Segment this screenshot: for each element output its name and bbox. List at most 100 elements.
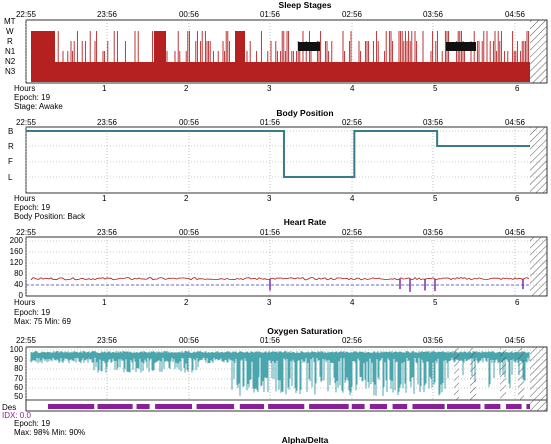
no-data-hatch: [530, 127, 547, 193]
position-hour-axis: Hours 1 2 3 4 5 6: [14, 194, 520, 203]
spo2-tick-50: 50: [14, 392, 23, 401]
des-segment: [196, 404, 235, 409]
heart-plot-frame: [25, 236, 548, 297]
hour-tick: 1: [102, 298, 107, 307]
des-segment: [268, 404, 305, 409]
des-segment: [369, 404, 388, 409]
hr-tick-120: 120: [10, 258, 24, 267]
time-tick: 04:56: [505, 336, 526, 345]
time-tick: 23:56: [97, 336, 118, 345]
spo2-time-axis: 22:55 23:56 00:56 01:56 02:56 03:56 04:5…: [16, 336, 526, 345]
oxygen-saturation-panel: Oxygen Saturation 22:55 23:56 00:56 01:5…: [2, 326, 548, 437]
spo2-epoch: Epoch: 19: [14, 419, 51, 428]
alpha-delta-title: Alpha/Delta: [282, 435, 329, 444]
idx-label: IDX: 0.0: [2, 411, 31, 420]
stage-fill-wake: [154, 31, 166, 62]
stage-block-n1: [298, 42, 320, 51]
desaturation-bar: [48, 404, 530, 409]
stage-label-n3: N3: [5, 67, 16, 76]
hour-tick: 5: [433, 84, 438, 93]
des-segment: [48, 404, 95, 409]
spo2-tick-100: 100: [10, 345, 24, 354]
des-segment: [97, 404, 133, 409]
heart-readout: Max: 75 Min: 69: [14, 317, 71, 326]
spo2-hatches: [454, 347, 547, 411]
hour-tick: 4: [350, 84, 355, 93]
des-segment: [155, 404, 193, 409]
time-tick: 01:56: [260, 118, 281, 127]
hour-tick: 5: [433, 194, 438, 203]
sleep-stages-title: Sleep Stages: [279, 0, 332, 10]
time-tick: 00:56: [179, 228, 200, 237]
position-y-axis: B R F L: [8, 127, 14, 182]
time-tick: 00:56: [179, 118, 200, 127]
time-tick: 03:56: [423, 228, 444, 237]
hour-tick: 1: [102, 84, 107, 93]
no-data-hatch: [518, 348, 524, 400]
hr-tick-80: 80: [14, 269, 23, 278]
hour-tick: 6: [515, 194, 520, 203]
sleep-stages-panel: Sleep Stages 22:55 23:56 00:56 01:56 02:…: [4, 0, 548, 111]
time-tick: 23:56: [97, 118, 118, 127]
hour-tick: 6: [515, 298, 520, 307]
body-position-title: Body Position: [276, 108, 333, 118]
hour-tick: 5: [433, 298, 438, 307]
stage-label-w: W: [6, 27, 14, 36]
spo2-y-axis: 100 90 80 70 60 50: [10, 345, 24, 401]
sleep-y-axis: MT W R N1 N2 N3: [4, 17, 16, 76]
time-tick: 01:56: [260, 336, 281, 345]
des-segment: [136, 404, 150, 409]
hour-tick: 6: [515, 84, 520, 93]
hr-tick-0: 0: [19, 291, 24, 300]
time-tick: 03:56: [423, 118, 444, 127]
hour-tick: 2: [184, 194, 189, 203]
time-tick: 23:56: [97, 228, 118, 237]
time-tick: 02:56: [342, 118, 363, 127]
des-segment: [412, 404, 445, 409]
heart-rate-title: Heart Rate: [284, 217, 327, 227]
spo2-tick-80: 80: [14, 364, 23, 373]
position-readout: Body Position: Back: [14, 212, 86, 221]
no-data-hatch: [530, 347, 547, 411]
hour-tick: 4: [350, 194, 355, 203]
position-line: [26, 130, 530, 178]
stage-label-r: R: [7, 37, 13, 46]
no-data-hatch: [470, 348, 476, 400]
des-segment: [526, 404, 530, 409]
heart-gridlines: [25, 237, 547, 296]
spo2-tick-70: 70: [14, 374, 23, 383]
des-segment: [239, 404, 265, 409]
time-tick: 02:56: [342, 228, 363, 237]
time-tick: 02:56: [342, 336, 363, 345]
stage-label-n2: N2: [5, 57, 16, 66]
des-segment: [484, 404, 501, 409]
spo2-tick-60: 60: [14, 383, 23, 392]
stage-fill-wake: [31, 31, 55, 62]
time-tick: 01:56: [260, 10, 281, 19]
time-tick: 22:55: [16, 10, 37, 19]
stage-label-mt: MT: [4, 17, 16, 26]
spo2-trace: [30, 350, 530, 396]
body-position-panel: Body Position 22:55 23:56 00:56 01:56 02…: [8, 108, 548, 221]
hour-tick: 3: [267, 298, 272, 307]
time-tick: 03:56: [423, 336, 444, 345]
stage-fill-n3: [31, 62, 530, 82]
des-segment: [309, 404, 349, 409]
time-tick: 23:56: [97, 10, 118, 19]
no-data-hatch: [530, 20, 547, 83]
heart-time-axis: 22:55 23:56 00:56 01:56 02:56 03:56 04:5…: [16, 228, 526, 237]
sleep-stage-trace: [31, 31, 530, 82]
no-data-hatch: [530, 237, 547, 296]
no-data-hatch: [500, 348, 506, 400]
position-label-l: L: [8, 173, 13, 182]
hours-label: Hours: [14, 84, 35, 93]
sleep-time-axis: 22:55 23:56 00:56 01:56 02:56 03:56 04:5…: [16, 10, 526, 19]
hr-tick-200: 200: [10, 236, 24, 245]
heart-y-axis: 200 160 120 80 40 0: [10, 236, 24, 300]
time-tick: 00:56: [179, 336, 200, 345]
hour-tick: 2: [184, 84, 189, 93]
des-segment: [506, 404, 522, 409]
spo2-tick-90: 90: [14, 355, 23, 364]
sleep-hour-axis: Hours 1 2 3 4 5 6: [14, 84, 520, 93]
sleep-epoch: Epoch: 19: [14, 93, 51, 102]
